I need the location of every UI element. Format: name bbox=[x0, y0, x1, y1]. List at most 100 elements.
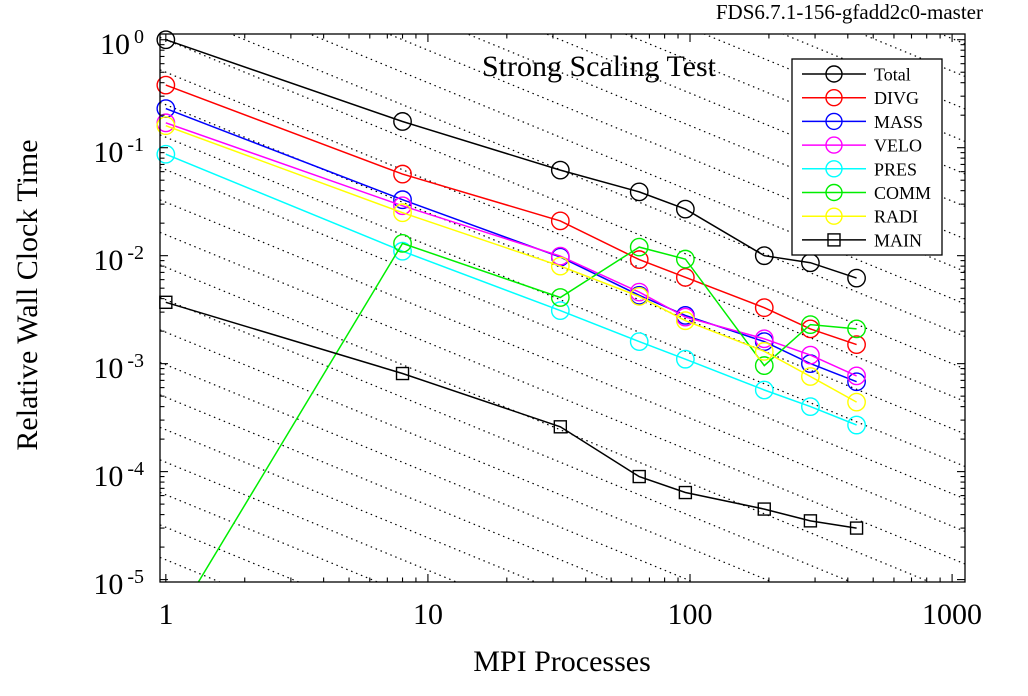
data-point-divg bbox=[801, 319, 820, 339]
plot-border bbox=[159, 33, 966, 583]
data-point-pres bbox=[675, 349, 695, 369]
series-markers-comm bbox=[393, 233, 866, 375]
x-tick-label-100: 100 bbox=[667, 598, 713, 631]
x-tick-label-10: 10 bbox=[413, 598, 443, 631]
series-line-radi bbox=[165, 124, 857, 403]
data-point-total bbox=[847, 268, 866, 288]
data-point-divg bbox=[754, 298, 774, 318]
legend-marker bbox=[825, 88, 843, 107]
y-tick-label-10e-1: 10 -1 bbox=[93, 134, 144, 169]
series-comm bbox=[197, 233, 866, 582]
reference-line bbox=[544, 34, 965, 208]
data-point-divg bbox=[847, 335, 866, 355]
data-point-radi bbox=[754, 341, 774, 361]
data-point-pres bbox=[550, 301, 570, 320]
data-point-pres bbox=[393, 241, 412, 261]
reference-line bbox=[160, 394, 616, 582]
data-point-total bbox=[156, 30, 176, 50]
legend-item-comm: COMM bbox=[802, 183, 931, 203]
reference-line bbox=[160, 69, 965, 403]
y-tick-label-10e0: 10 0 bbox=[100, 26, 144, 61]
data-point-total bbox=[754, 246, 774, 266]
data-point-radi bbox=[393, 203, 412, 223]
data-point-comm bbox=[754, 356, 774, 375]
data-point-total bbox=[393, 112, 412, 131]
series-line-comm bbox=[197, 242, 857, 582]
reference-line bbox=[387, 34, 965, 273]
legend-label: MAIN bbox=[874, 230, 922, 250]
legend-item-main: MAIN bbox=[802, 230, 922, 250]
legend-marker bbox=[825, 112, 843, 131]
series-line-main bbox=[165, 301, 857, 529]
data-point-radi bbox=[801, 367, 820, 386]
legend-marker bbox=[825, 207, 843, 225]
series-line-total bbox=[165, 38, 857, 279]
reference-line bbox=[160, 361, 695, 582]
data-point-radi bbox=[847, 392, 866, 412]
data-point-total bbox=[675, 199, 695, 219]
reference-line bbox=[160, 296, 853, 582]
series-radi bbox=[156, 116, 866, 412]
reference-line bbox=[160, 166, 965, 500]
data-point-divg bbox=[675, 267, 695, 287]
legend-item-mass: MASS bbox=[802, 112, 923, 132]
axis-ticks bbox=[160, 34, 965, 582]
version-label: FDS6.7.1-156-gfadd2c0-master bbox=[715, 0, 983, 24]
data-point-main bbox=[553, 420, 568, 434]
data-point-velo bbox=[550, 246, 570, 266]
series-velo bbox=[156, 113, 866, 386]
legend-item-pres: PRES bbox=[802, 159, 917, 179]
legend-label: MASS bbox=[874, 112, 923, 132]
data-point-radi bbox=[156, 116, 176, 136]
data-point-pres bbox=[801, 397, 820, 417]
reference-line bbox=[308, 34, 965, 305]
reference-line bbox=[160, 231, 965, 565]
y-tick-label-10e-5: 10 -5 bbox=[93, 566, 144, 601]
legend-marker bbox=[827, 233, 841, 247]
series-total bbox=[156, 30, 866, 288]
legend-marker bbox=[825, 183, 843, 202]
reference-line bbox=[160, 101, 965, 435]
reference-line bbox=[160, 36, 965, 370]
legend-item-divg: DIVG bbox=[802, 88, 919, 108]
series-markers-radi bbox=[156, 116, 866, 412]
data-point-comm bbox=[393, 233, 412, 253]
data-point-total bbox=[550, 160, 570, 180]
data-point-mass bbox=[393, 190, 412, 210]
data-point-divg bbox=[393, 164, 412, 184]
data-point-radi bbox=[550, 256, 570, 276]
x-axis-label: MPI Processes bbox=[473, 645, 651, 678]
series-markers-mass bbox=[156, 99, 866, 392]
y-tick-label-10e-4: 10 -4 bbox=[93, 458, 144, 493]
data-point-divg bbox=[550, 211, 570, 231]
x-tick-label-1000: 1000 bbox=[922, 598, 982, 631]
data-point-divg bbox=[156, 75, 176, 95]
data-point-comm bbox=[675, 249, 695, 269]
series-main bbox=[159, 295, 864, 535]
reference-line bbox=[465, 34, 965, 240]
series-markers-main bbox=[159, 295, 864, 535]
reference-line bbox=[160, 329, 774, 582]
series-divg bbox=[156, 75, 866, 355]
y-tick-label-10e-3: 10 -3 bbox=[93, 350, 144, 385]
series-markers-divg bbox=[156, 75, 866, 355]
data-point-main bbox=[757, 502, 771, 516]
legend-item-radi: RADI bbox=[802, 207, 918, 227]
data-point-comm bbox=[629, 237, 649, 257]
legend-marker bbox=[825, 65, 843, 83]
legend-label: DIVG bbox=[874, 88, 919, 108]
legend-label: COMM bbox=[874, 183, 931, 203]
reference-line bbox=[160, 134, 965, 468]
series-markers-total bbox=[156, 30, 866, 288]
data-point-main bbox=[803, 514, 818, 528]
y-tick-label-10e-2: 10 -2 bbox=[93, 242, 144, 277]
data-point-velo bbox=[675, 307, 695, 327]
data-point-pres bbox=[156, 144, 176, 164]
legend-marker bbox=[825, 160, 843, 178]
data-point-main bbox=[678, 485, 693, 500]
data-point-main bbox=[395, 366, 410, 381]
data-point-radi bbox=[675, 311, 695, 331]
data-point-velo bbox=[393, 196, 412, 216]
